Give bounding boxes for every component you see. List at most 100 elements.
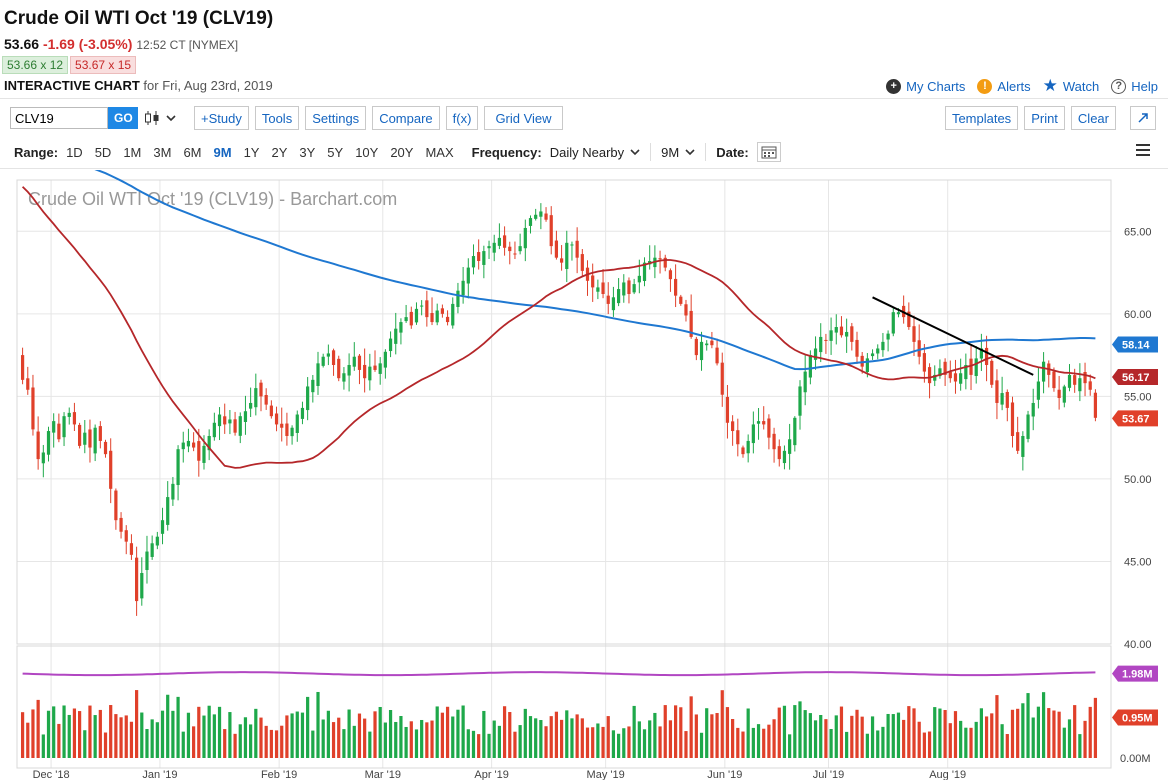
candle-body bbox=[373, 365, 377, 370]
volume-bar bbox=[528, 716, 533, 758]
volume-bar bbox=[808, 713, 812, 758]
grid-view-button[interactable]: Grid View bbox=[484, 106, 563, 130]
range-option-active[interactable]: 9M bbox=[213, 144, 232, 160]
print-button[interactable]: Print bbox=[1024, 106, 1065, 130]
volume-bar bbox=[870, 716, 875, 758]
candle-body bbox=[425, 300, 429, 318]
volume-bar bbox=[741, 731, 745, 758]
volume-bar bbox=[622, 728, 626, 758]
candle-body bbox=[642, 262, 647, 282]
chart-type-dropdown[interactable] bbox=[144, 110, 176, 126]
candle-body bbox=[238, 416, 242, 436]
volume-bar bbox=[570, 718, 574, 758]
volume-bar bbox=[819, 714, 823, 758]
y-tick-label: 40.00 bbox=[1124, 639, 1152, 651]
candle-body bbox=[513, 253, 517, 255]
range-option[interactable]: 5D bbox=[94, 144, 112, 160]
frequency-dropdown[interactable]: Daily Nearby bbox=[550, 145, 640, 160]
range-option[interactable]: 10Y bbox=[355, 144, 379, 160]
volume-bar bbox=[668, 720, 673, 758]
candlestick-icon bbox=[145, 111, 159, 125]
alerts-link[interactable]: ! Alerts bbox=[977, 78, 1031, 94]
volume-bar bbox=[36, 699, 40, 758]
candle-body bbox=[927, 367, 932, 384]
compare-button[interactable]: Compare bbox=[372, 106, 440, 130]
volume-bar bbox=[155, 722, 159, 758]
volume-bar bbox=[699, 732, 704, 758]
range-option[interactable]: MAX bbox=[425, 144, 454, 160]
frequency-value: Daily Nearby bbox=[549, 144, 625, 160]
volume-bar bbox=[316, 691, 320, 758]
candle-body bbox=[368, 366, 372, 381]
volume-bar bbox=[337, 717, 341, 758]
volume-bar bbox=[352, 725, 356, 758]
candle-body bbox=[788, 439, 792, 454]
candle-body bbox=[41, 452, 45, 464]
volume-bar bbox=[1036, 706, 1041, 758]
volume-bar bbox=[845, 731, 849, 758]
range-option[interactable]: 2Y bbox=[271, 144, 288, 160]
candle-body bbox=[430, 313, 434, 323]
range-option[interactable]: 3Y bbox=[299, 144, 316, 160]
candle-body bbox=[896, 312, 901, 315]
candle-body bbox=[845, 331, 849, 337]
candle-body bbox=[637, 275, 641, 283]
symbol-input[interactable] bbox=[10, 107, 108, 129]
range-option[interactable]: 1Y bbox=[243, 144, 260, 160]
x-tick-label: Jan '19 bbox=[142, 769, 177, 780]
volume-bar bbox=[238, 724, 242, 758]
range-option[interactable]: 3M bbox=[153, 144, 172, 160]
clear-button[interactable]: Clear bbox=[1070, 106, 1116, 130]
volume-bar bbox=[135, 690, 139, 758]
candle-body bbox=[518, 246, 522, 252]
templates-button[interactable]: Templates bbox=[944, 106, 1019, 130]
volume-bar bbox=[964, 727, 968, 758]
candle-body bbox=[694, 338, 698, 356]
volume-bar bbox=[606, 716, 610, 758]
candle-body bbox=[824, 339, 828, 341]
range-option[interactable]: 1D bbox=[66, 144, 83, 160]
candle-body bbox=[1036, 381, 1041, 400]
candle-body bbox=[212, 422, 216, 438]
candle-body bbox=[668, 270, 673, 280]
volume-bar bbox=[280, 725, 284, 758]
candle-body bbox=[394, 328, 398, 344]
candle-body bbox=[114, 490, 118, 521]
sma200-tag-label: 58.14 bbox=[1122, 340, 1150, 352]
candle-body bbox=[860, 355, 864, 367]
volume-bar bbox=[850, 715, 854, 758]
candle-body bbox=[399, 322, 403, 333]
candle-body bbox=[1073, 375, 1077, 385]
period-dropdown[interactable]: 9M bbox=[661, 145, 695, 160]
candle-body bbox=[912, 326, 916, 342]
function-button[interactable]: f(x) bbox=[445, 106, 479, 130]
candle-body bbox=[451, 303, 455, 326]
watch-link[interactable]: ★ Watch bbox=[1043, 76, 1100, 96]
price-chart[interactable]: Crude Oil WTI Oct '19 (CLV19) - Barchart… bbox=[0, 170, 1168, 780]
help-link[interactable]: ? Help bbox=[1111, 78, 1158, 94]
settings-button[interactable]: Settings bbox=[305, 106, 367, 130]
date-picker-button[interactable] bbox=[756, 142, 781, 162]
range-option[interactable]: 5Y bbox=[327, 144, 344, 160]
candle-body bbox=[964, 364, 968, 380]
candle-body bbox=[445, 316, 450, 323]
tools-button[interactable]: Tools bbox=[254, 106, 300, 130]
add-study-button[interactable]: +Study bbox=[194, 106, 249, 130]
candle-body bbox=[383, 351, 387, 368]
menu-icon[interactable] bbox=[1136, 144, 1150, 159]
quote-time: 12:52 CT [NYMEX] bbox=[136, 38, 239, 52]
go-button[interactable]: GO bbox=[108, 107, 138, 129]
volume-bar bbox=[793, 705, 797, 758]
candle-body bbox=[611, 297, 616, 311]
range-option[interactable]: 6M bbox=[183, 144, 202, 160]
volume-bar bbox=[259, 717, 263, 758]
volume-bar bbox=[1067, 719, 1072, 758]
range-option[interactable]: 1M bbox=[123, 144, 142, 160]
volume-bar bbox=[430, 720, 434, 758]
my-charts-link[interactable]: + My Charts bbox=[886, 78, 965, 94]
volume-bar bbox=[1093, 697, 1098, 758]
chevron-down-icon bbox=[166, 115, 176, 122]
candle-body bbox=[544, 213, 548, 220]
expand-button[interactable] bbox=[1130, 106, 1156, 130]
range-option[interactable]: 20Y bbox=[390, 144, 414, 160]
